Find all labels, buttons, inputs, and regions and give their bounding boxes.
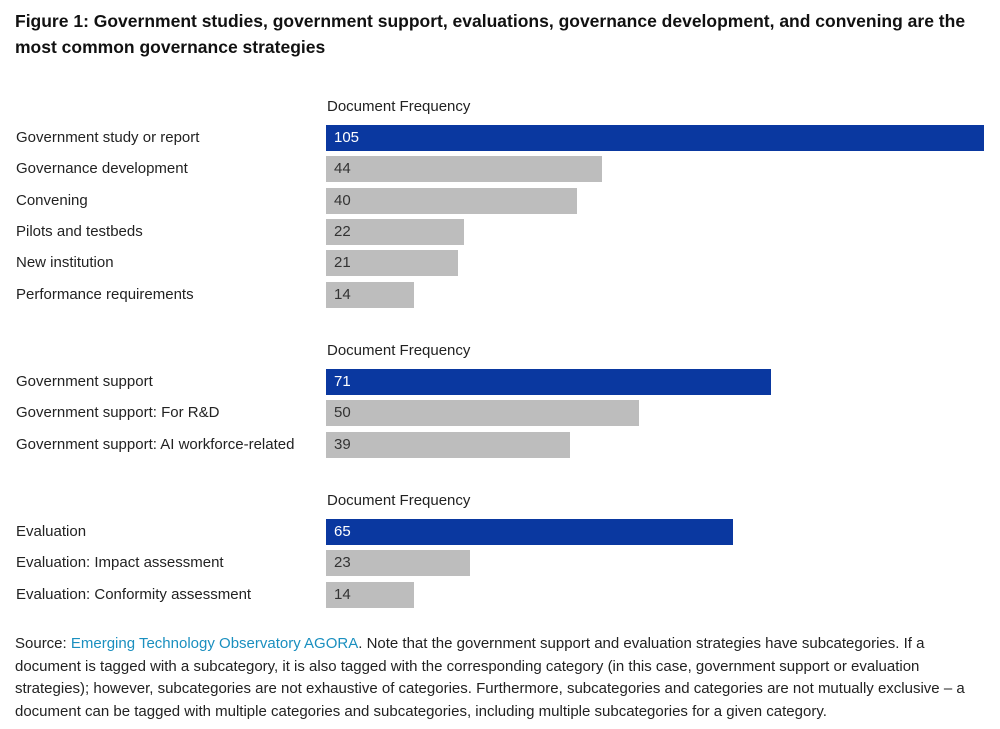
bar (326, 400, 640, 427)
bar-row: Pilots and testbeds 22 (0, 218, 1000, 245)
bar-value-label: 23 (334, 554, 351, 572)
category-label: Convening (16, 191, 88, 209)
bar (326, 431, 571, 458)
bar-row: Government support: For R&D 50 (0, 400, 1000, 427)
bar-value-label: 50 (334, 404, 351, 422)
axis-label: Document Frequency (327, 98, 471, 115)
bar (326, 156, 602, 183)
source-note: Source: Emerging Technology Observatory … (15, 633, 990, 723)
bar (326, 187, 577, 214)
bar-row: Evaluation: Impact assessment 23 (0, 550, 1000, 577)
figure-title: Figure 1: Government studies, government… (15, 11, 966, 57)
source-prefix: Source: (15, 635, 71, 652)
bar (326, 125, 984, 151)
bar-value-label: 21 (334, 254, 351, 272)
category-label: New institution (16, 254, 114, 272)
category-label: Evaluation: Impact assessment (16, 554, 224, 572)
bar-value-label: 22 (334, 222, 351, 240)
category-label: Government support: AI workforce-related (16, 435, 295, 453)
category-label: Pilots and testbeds (16, 222, 143, 240)
axis-label: Document Frequency (327, 342, 471, 359)
bar (326, 281, 414, 308)
bar-row: Governance development 44 (0, 156, 1000, 183)
bar (326, 519, 734, 545)
axis-label: Document Frequency (327, 492, 471, 509)
bar-value-label: 44 (334, 160, 351, 178)
bar-row: New institution 21 (0, 250, 1000, 277)
source-note-text: . Note that the government support and e… (15, 635, 965, 720)
bar-row: Convening 40 (0, 187, 1000, 214)
category-label: Government support (16, 373, 153, 390)
bar-row: Government study or report 105 (0, 125, 1000, 151)
bar (326, 218, 464, 245)
bar (326, 369, 771, 395)
bar-value-label: 39 (334, 435, 351, 453)
bar (326, 581, 414, 608)
bar-row: Government support 71 (0, 369, 1000, 395)
bar-row: Evaluation 65 (0, 519, 1000, 545)
bar-row: Government support: AI workforce-related… (0, 431, 1000, 458)
category-label: Government study or report (16, 129, 200, 146)
bar-value-label: 40 (334, 191, 351, 209)
bar-value-label: 71 (334, 373, 351, 390)
bar-value-label: 14 (334, 285, 351, 303)
category-label: Performance requirements (16, 285, 194, 303)
category-label: Evaluation (16, 523, 87, 540)
bar (326, 550, 471, 577)
bar-row: Performance requirements 14 (0, 281, 1000, 308)
bar-value-label: 14 (334, 585, 351, 603)
category-label: Government support: For R&D (16, 404, 220, 422)
bar-value-label: 65 (334, 523, 351, 540)
bar-row: Evaluation: Conformity assessment 14 (0, 581, 1000, 608)
source-link[interactable]: Emerging Technology Observatory AGORA (70, 635, 359, 652)
category-label: Governance development (16, 160, 188, 178)
bar (326, 250, 458, 277)
bar-value-label: 105 (334, 129, 360, 146)
category-label: Evaluation: Conformity assessment (16, 585, 252, 603)
